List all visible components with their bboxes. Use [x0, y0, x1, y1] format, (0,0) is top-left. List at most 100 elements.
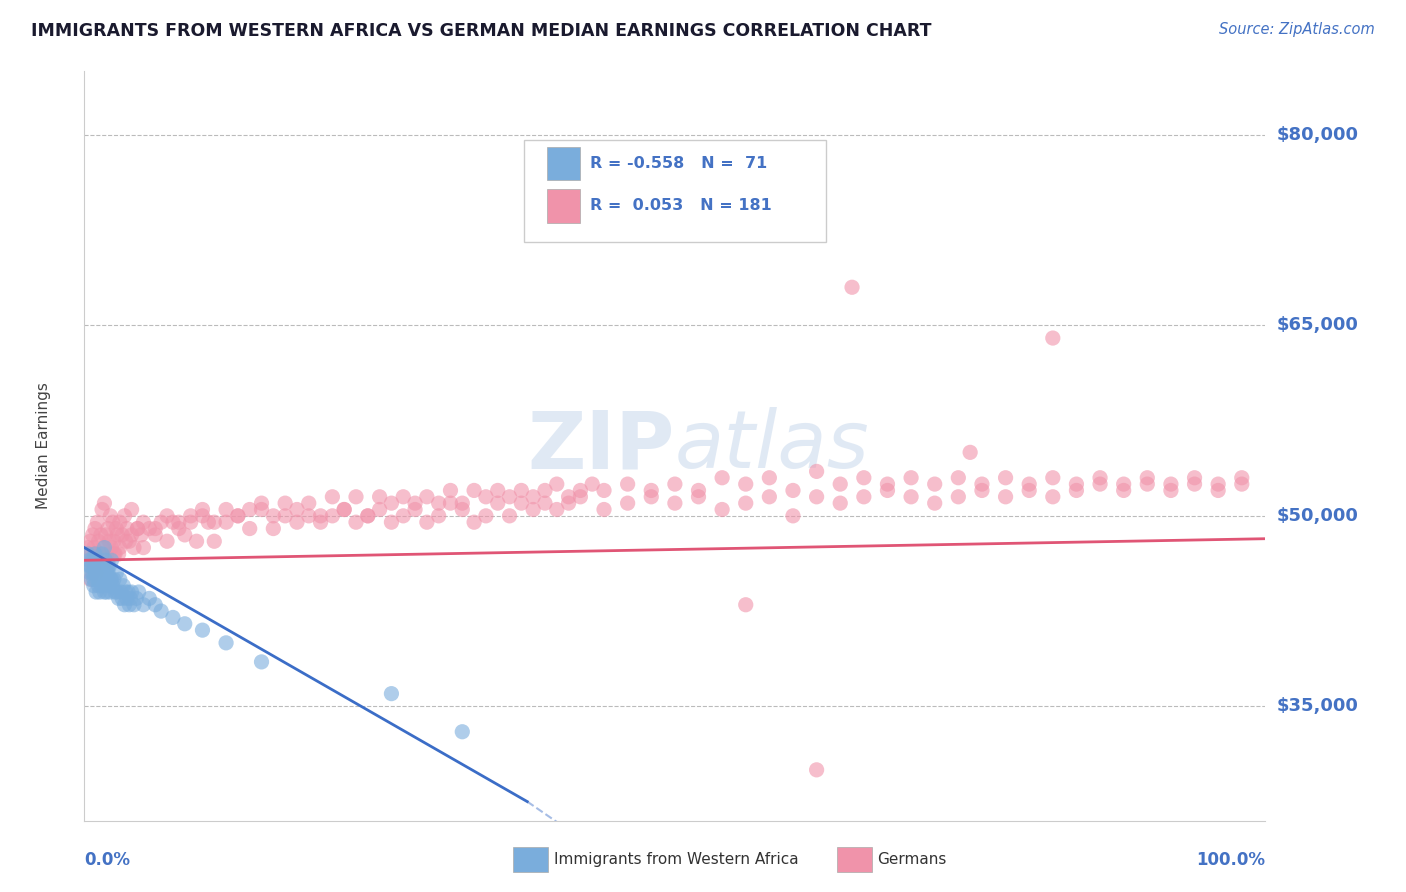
Point: [475, 508, 498, 523]
Point: [84, 585, 107, 599]
Point: [98, 508, 121, 523]
Point: [138, 522, 160, 536]
Point: [250, 502, 273, 516]
Point: [616, 477, 638, 491]
Point: [486, 483, 509, 498]
Point: [451, 724, 474, 739]
Point: [100, 541, 122, 555]
Point: [1042, 331, 1064, 345]
Point: [191, 623, 214, 637]
Point: [117, 585, 139, 599]
Point: [125, 591, 148, 606]
Point: [91, 572, 114, 586]
Point: [114, 534, 136, 549]
Point: [522, 490, 544, 504]
Point: [510, 496, 533, 510]
Point: [173, 528, 195, 542]
Point: [80, 547, 103, 561]
Point: [534, 483, 557, 498]
Point: [215, 502, 238, 516]
Point: [569, 483, 592, 498]
Point: [79, 534, 101, 549]
Point: [852, 471, 875, 485]
Point: [1042, 490, 1064, 504]
Point: [77, 553, 100, 567]
Point: [97, 553, 120, 567]
Point: [392, 508, 415, 523]
Point: [1112, 477, 1135, 491]
Point: [97, 566, 120, 580]
Point: [900, 471, 922, 485]
Point: [121, 502, 143, 516]
Point: [83, 572, 105, 586]
Point: [173, 616, 195, 631]
Point: [463, 483, 485, 498]
Point: [640, 483, 662, 498]
Point: [439, 496, 461, 510]
Point: [180, 515, 202, 529]
Point: [91, 541, 114, 555]
Point: [970, 477, 993, 491]
Point: [959, 445, 981, 459]
Point: [285, 502, 308, 516]
Point: [150, 604, 173, 618]
Point: [80, 572, 103, 586]
Point: [557, 496, 579, 510]
Point: [108, 541, 131, 555]
Point: [122, 541, 145, 555]
Text: ZIP: ZIP: [527, 407, 675, 485]
Point: [103, 534, 125, 549]
Point: [534, 496, 557, 510]
Point: [105, 522, 128, 536]
Point: [593, 483, 616, 498]
Point: [197, 515, 219, 529]
FancyBboxPatch shape: [547, 189, 581, 223]
Point: [82, 566, 104, 580]
Point: [475, 490, 498, 504]
Point: [226, 508, 249, 523]
Point: [94, 572, 117, 586]
Point: [103, 572, 125, 586]
Point: [107, 585, 129, 599]
Point: [948, 490, 970, 504]
Point: [226, 508, 249, 523]
Text: $65,000: $65,000: [1277, 317, 1358, 334]
Point: [121, 528, 143, 542]
Point: [80, 559, 103, 574]
Text: R =  0.053   N = 181: R = 0.053 N = 181: [591, 198, 772, 213]
Point: [344, 515, 367, 529]
Point: [108, 572, 131, 586]
Point: [285, 515, 308, 529]
Point: [143, 598, 166, 612]
Point: [93, 585, 115, 599]
Text: Source: ZipAtlas.com: Source: ZipAtlas.com: [1219, 22, 1375, 37]
Point: [90, 528, 112, 542]
Point: [90, 559, 112, 574]
Text: $50,000: $50,000: [1277, 507, 1358, 524]
Point: [970, 483, 993, 498]
Point: [191, 508, 214, 523]
Point: [82, 528, 104, 542]
Point: [121, 585, 143, 599]
Point: [806, 490, 828, 504]
Point: [250, 496, 273, 510]
Point: [202, 534, 225, 549]
Point: [86, 572, 108, 586]
Point: [79, 559, 101, 574]
Point: [321, 490, 343, 504]
Text: Median Earnings: Median Earnings: [35, 383, 51, 509]
Point: [87, 534, 110, 549]
Point: [191, 502, 214, 516]
Point: [112, 579, 135, 593]
Point: [101, 579, 124, 593]
Point: [98, 572, 121, 586]
Point: [138, 591, 160, 606]
Point: [239, 502, 262, 516]
Point: [84, 547, 107, 561]
Point: [84, 553, 107, 567]
Point: [98, 559, 121, 574]
Point: [150, 515, 173, 529]
Point: [83, 579, 105, 593]
Point: [91, 559, 114, 574]
Point: [758, 490, 780, 504]
